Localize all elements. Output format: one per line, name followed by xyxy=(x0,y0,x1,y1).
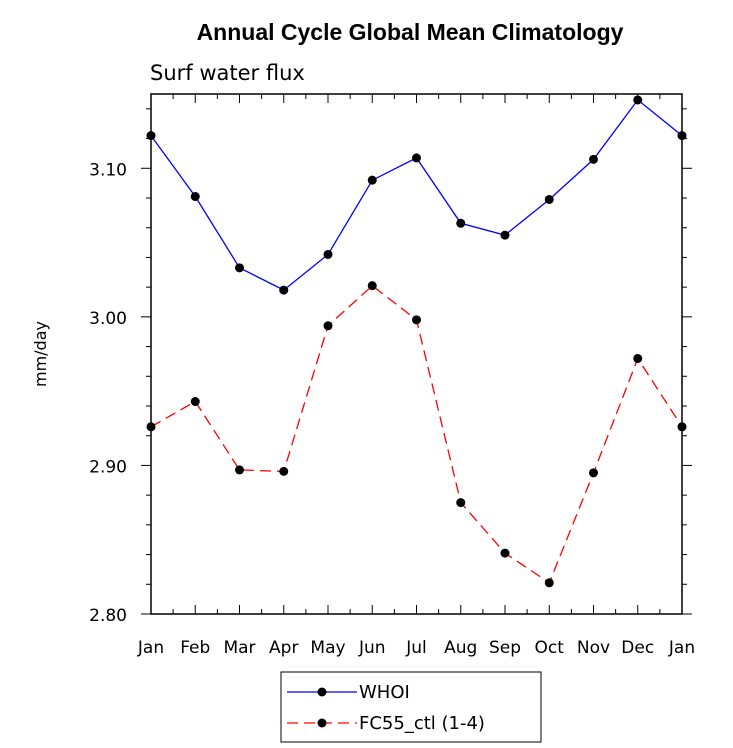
data-point xyxy=(146,131,156,141)
plot-axes: Jan Feb Mar Apr May Jun Jul Aug Sep Oct Nov Dec Jan 2… xyxy=(89,93,695,658)
data-point xyxy=(146,422,156,432)
x-tick-label: Jun xyxy=(358,638,386,658)
y-axis-label: mm/day xyxy=(31,321,50,387)
data-point xyxy=(589,154,598,164)
data-point xyxy=(544,194,554,204)
x-tick-label: Feb xyxy=(180,638,210,658)
y-tick-label: 2.80 xyxy=(89,606,127,626)
x-tick-label: Aug xyxy=(444,638,477,658)
data-point xyxy=(544,578,554,588)
data-point xyxy=(190,397,200,407)
data-point xyxy=(456,218,466,228)
y-tick-label: 3.00 xyxy=(89,309,127,329)
x-tick-label: Oct xyxy=(535,638,565,658)
data-point xyxy=(279,285,289,295)
x-tick-label: Jul xyxy=(405,638,427,658)
y-tick-label: 2.90 xyxy=(89,457,127,477)
data-point xyxy=(190,192,200,202)
legend-marker-fc55 xyxy=(317,718,327,728)
x-tick-label: Jan xyxy=(668,638,695,658)
data-point xyxy=(323,249,333,259)
legend-box xyxy=(280,671,542,743)
data-point xyxy=(500,230,510,240)
data-point xyxy=(235,263,244,273)
data-point xyxy=(633,95,643,105)
data-point xyxy=(367,281,377,291)
data-point xyxy=(279,466,289,476)
data-point xyxy=(412,153,421,163)
data-point xyxy=(412,315,421,325)
data-point xyxy=(367,175,377,185)
series-line-1 xyxy=(150,284,683,584)
x-tick-label: Dec xyxy=(621,638,654,658)
data-point xyxy=(589,468,598,478)
x-tick-label: Nov xyxy=(577,638,610,658)
x-tick-label: Sep xyxy=(489,638,521,658)
data-point xyxy=(323,321,333,331)
data-point xyxy=(456,498,466,508)
chart-subtitle: Surf water flux xyxy=(150,61,305,85)
data-point xyxy=(677,422,687,432)
x-tick-label: Apr xyxy=(269,638,298,658)
legend-label-fc55: FC55_ctl (1-4) xyxy=(359,713,485,734)
series-layer xyxy=(146,95,687,588)
plot-frame xyxy=(150,93,683,615)
y-tick-label: 3.10 xyxy=(89,160,127,180)
x-tick-label: Mar xyxy=(223,638,255,658)
data-point xyxy=(235,465,244,475)
data-point xyxy=(500,548,510,558)
data-point xyxy=(633,353,643,363)
chart-title: Annual Cycle Global Mean Climatology xyxy=(197,19,624,45)
legend: WHOI FC55_ctl (1-4) xyxy=(280,671,542,743)
series-line-0 xyxy=(150,98,683,291)
x-tick-label: Jan xyxy=(137,638,164,658)
legend-label-whoi: WHOI xyxy=(359,682,410,703)
legend-marker-whoi xyxy=(317,687,327,697)
x-tick-label: May xyxy=(310,638,345,658)
data-point xyxy=(677,131,687,141)
